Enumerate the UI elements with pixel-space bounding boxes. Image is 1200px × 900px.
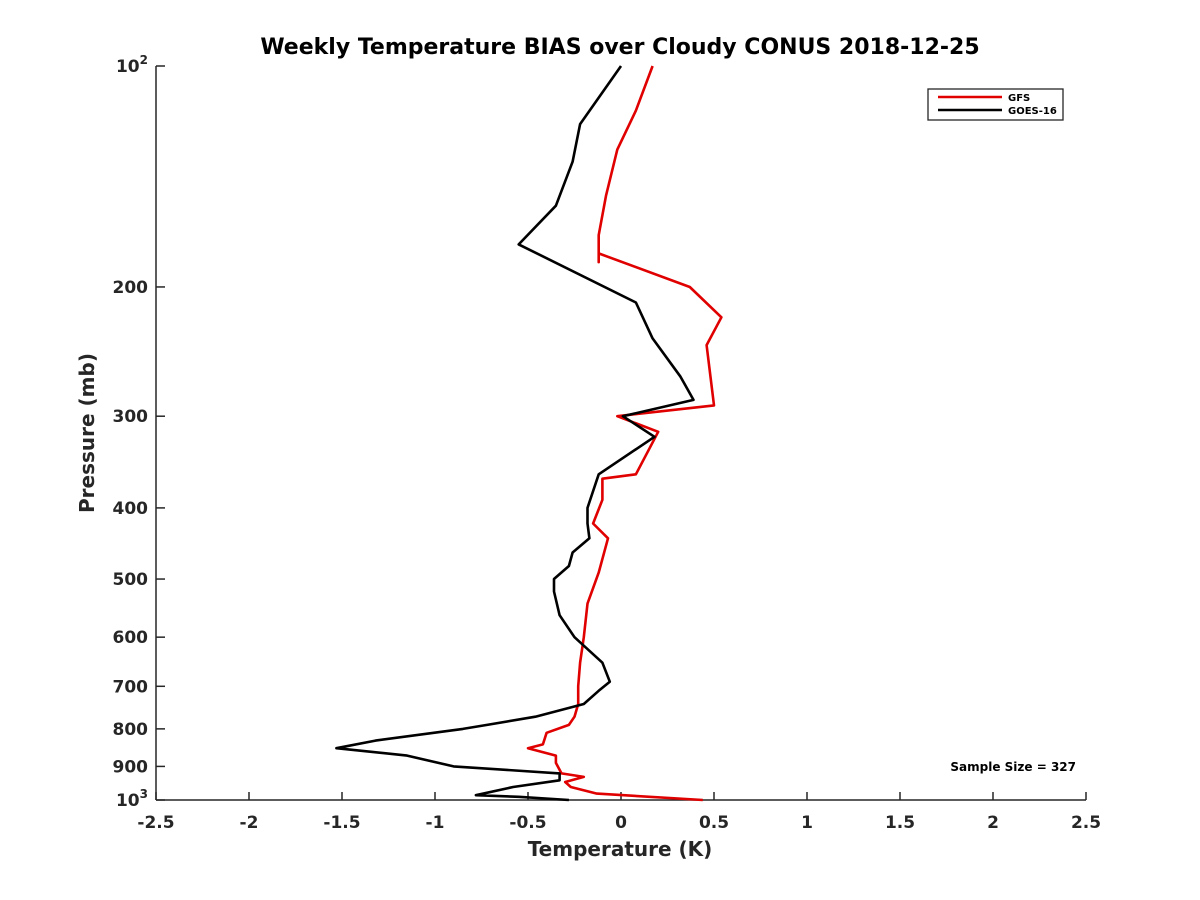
y-tick-label: 500 [113, 570, 149, 590]
x-axis-label: Temperature (K) [528, 837, 713, 861]
x-tick-label: 2.5 [1071, 813, 1101, 833]
legend-label-gfs: GFS [1008, 93, 1030, 104]
y-tick-label: 700 [113, 677, 149, 697]
plot-area: -2.5 -2 -1.5 -1 -0.5 0 0.5 1 1.5 2 2.5 10220030040… [113, 53, 1102, 833]
legend: GFS GOES-16 [927, 88, 1064, 121]
x-tick-label: 1.5 [885, 813, 915, 833]
y-tick-exponent: 3 [140, 787, 148, 801]
series-lines [335, 65, 723, 802]
y-tick-base: 10 [116, 791, 140, 811]
x-tick-label: 0 [615, 813, 627, 833]
chart-title: Weekly Temperature BIAS over Cloudy CONU… [260, 35, 979, 60]
x-tick-label: -1 [426, 813, 445, 833]
x-tick-label: 2 [987, 813, 999, 833]
y-tick-label: 900 [113, 757, 149, 777]
x-tick-label: -2 [240, 813, 259, 833]
x-tick-label: -0.5 [509, 813, 546, 833]
y-tick-base: 10 [116, 57, 140, 77]
series-line-goes16 [335, 65, 695, 802]
legend-label-goes16: GOES-16 [1008, 106, 1057, 117]
y-tick-label: 103 [116, 787, 148, 811]
x-tick-label: -2.5 [137, 813, 174, 833]
y-tick-label: 800 [113, 720, 149, 740]
series-line-gfs [526, 65, 723, 802]
y-tick-label: 300 [113, 407, 149, 427]
y-tick-label: 600 [113, 628, 149, 648]
x-tick-label: 1 [801, 813, 813, 833]
y-tick-exponent: 2 [140, 53, 148, 67]
y-tick-label: 200 [113, 278, 149, 298]
y-tick-label: 102 [116, 53, 148, 77]
sample-size-annotation: Sample Size = 327 [950, 760, 1076, 774]
x-tick-label: 0.5 [699, 813, 729, 833]
legend-box [927, 88, 1064, 121]
y-tick-label: 400 [113, 499, 149, 519]
x-tick-label: -1.5 [323, 813, 360, 833]
x-ticks: -2.5 -2 -1.5 -1 -0.5 0 0.5 1 1.5 2 2.5 [137, 792, 1101, 833]
y-axis-label: Pressure (mb) [75, 353, 99, 513]
